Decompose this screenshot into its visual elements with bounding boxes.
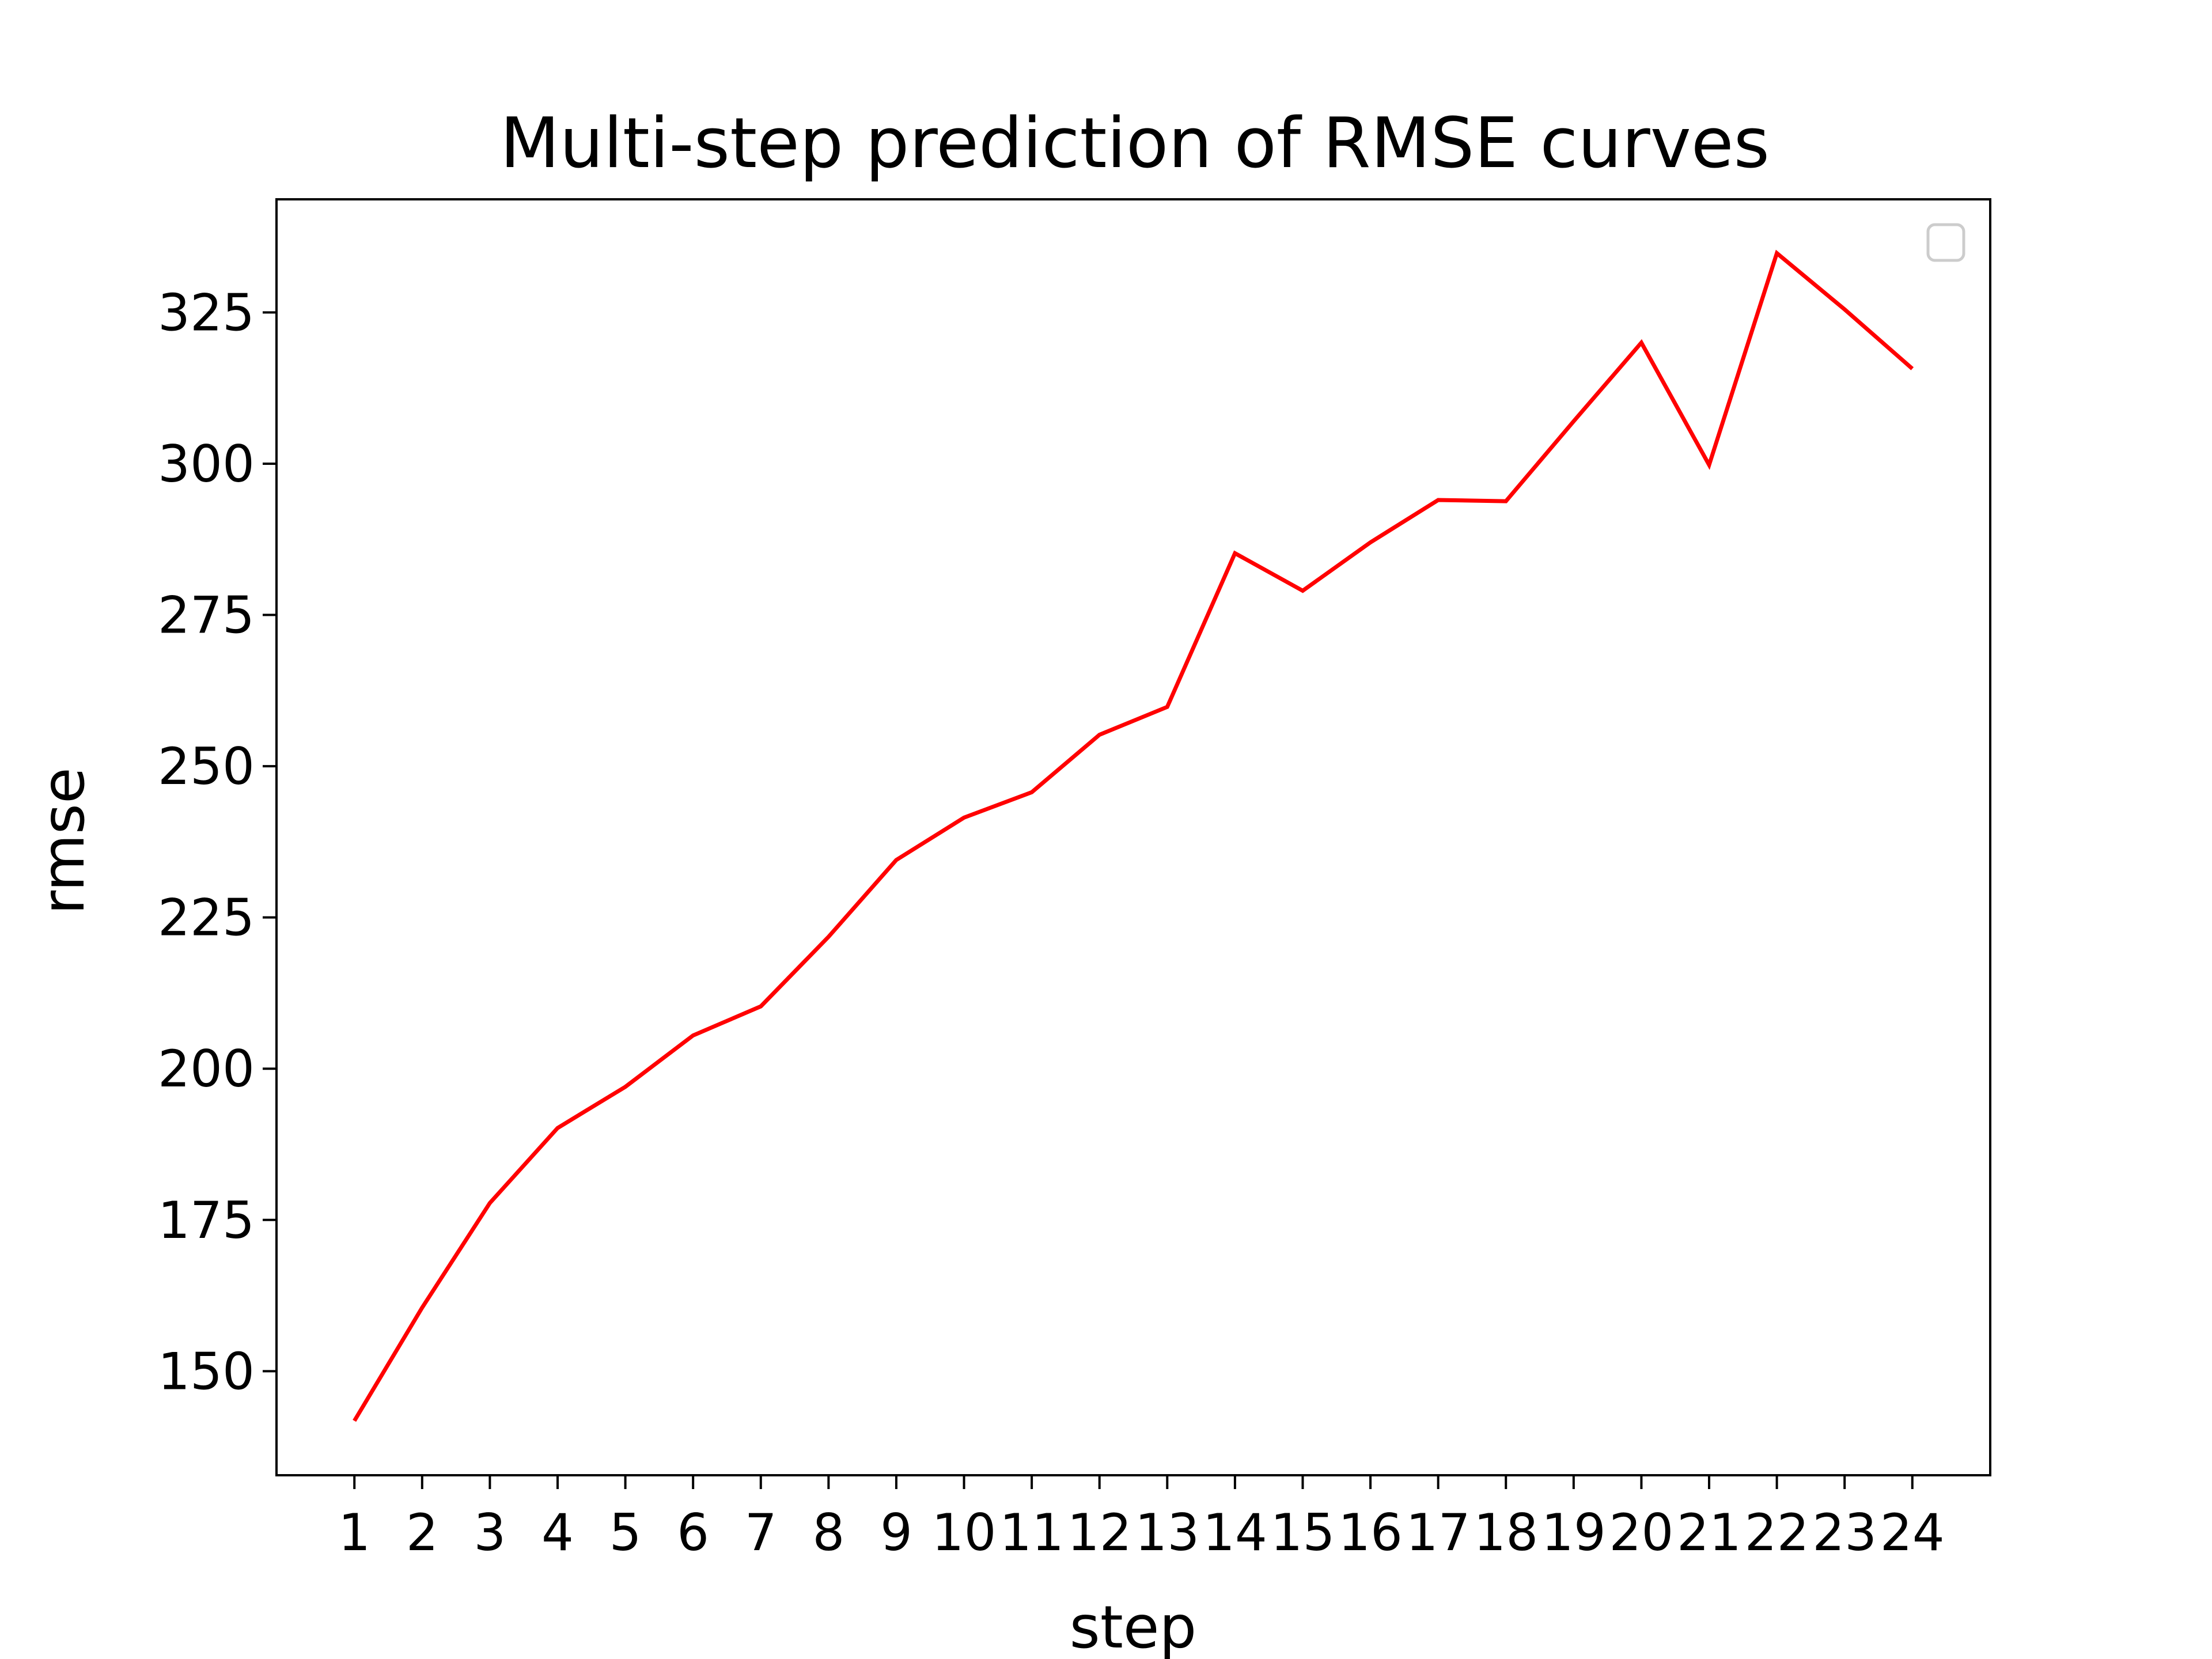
x-tick-label: 2: [406, 1503, 438, 1562]
x-tick-label: 6: [677, 1503, 709, 1562]
y-tick-label: 225: [158, 888, 255, 948]
x-axis: 1 2 3 4 5 6 7 8 9 10 11 12 13 14 15 16 17 18 19 20 21 22 23 24: [338, 1475, 1945, 1562]
x-tick-label: 3: [474, 1503, 506, 1562]
x-axis-label: step: [1070, 1593, 1197, 1659]
x-tick-label: 19: [1541, 1503, 1606, 1562]
y-axis: 150 175 200 225 250 275 300 325: [158, 283, 276, 1401]
x-tick-label: 22: [1745, 1503, 1809, 1562]
y-tick-label: 325: [158, 283, 255, 342]
x-tick-label: 17: [1406, 1503, 1471, 1562]
x-tick-label: 20: [1609, 1503, 1673, 1562]
x-tick-label: 21: [1677, 1503, 1741, 1562]
plot-frame: [275, 198, 1991, 1476]
y-tick-label: 300: [158, 434, 255, 494]
x-tick-label: 15: [1270, 1503, 1335, 1562]
x-tick-label: 1: [338, 1503, 370, 1562]
x-tick-label: 12: [1067, 1503, 1132, 1562]
x-tick-label: 10: [932, 1503, 997, 1562]
y-tick-label: 175: [158, 1191, 255, 1250]
legend-box: [1926, 223, 1965, 262]
x-tick-label: 8: [812, 1503, 844, 1562]
rmse-series-line: [353, 249, 1914, 1422]
chart-title: Multi-step prediction of RMSE curves: [500, 104, 1770, 184]
x-tick-label: 9: [880, 1503, 912, 1562]
y-tick-label: 250: [158, 737, 255, 796]
y-tick-label: 150: [158, 1342, 255, 1401]
x-tick-label: 7: [745, 1503, 777, 1562]
y-tick-label: 200: [158, 1039, 255, 1099]
x-tick-label: 23: [1812, 1503, 1877, 1562]
x-tick-label: 5: [609, 1503, 642, 1562]
x-tick-label: 11: [999, 1503, 1064, 1562]
y-axis-label: rmse: [29, 767, 98, 914]
x-tick-label: 4: [541, 1503, 574, 1562]
x-tick-label: 13: [1135, 1503, 1199, 1562]
x-tick-label: 16: [1338, 1503, 1403, 1562]
x-tick-label: 18: [1474, 1503, 1538, 1562]
x-tick-label: 14: [1203, 1503, 1267, 1562]
x-tick-label: 24: [1880, 1503, 1945, 1562]
y-tick-label: 275: [158, 586, 255, 645]
